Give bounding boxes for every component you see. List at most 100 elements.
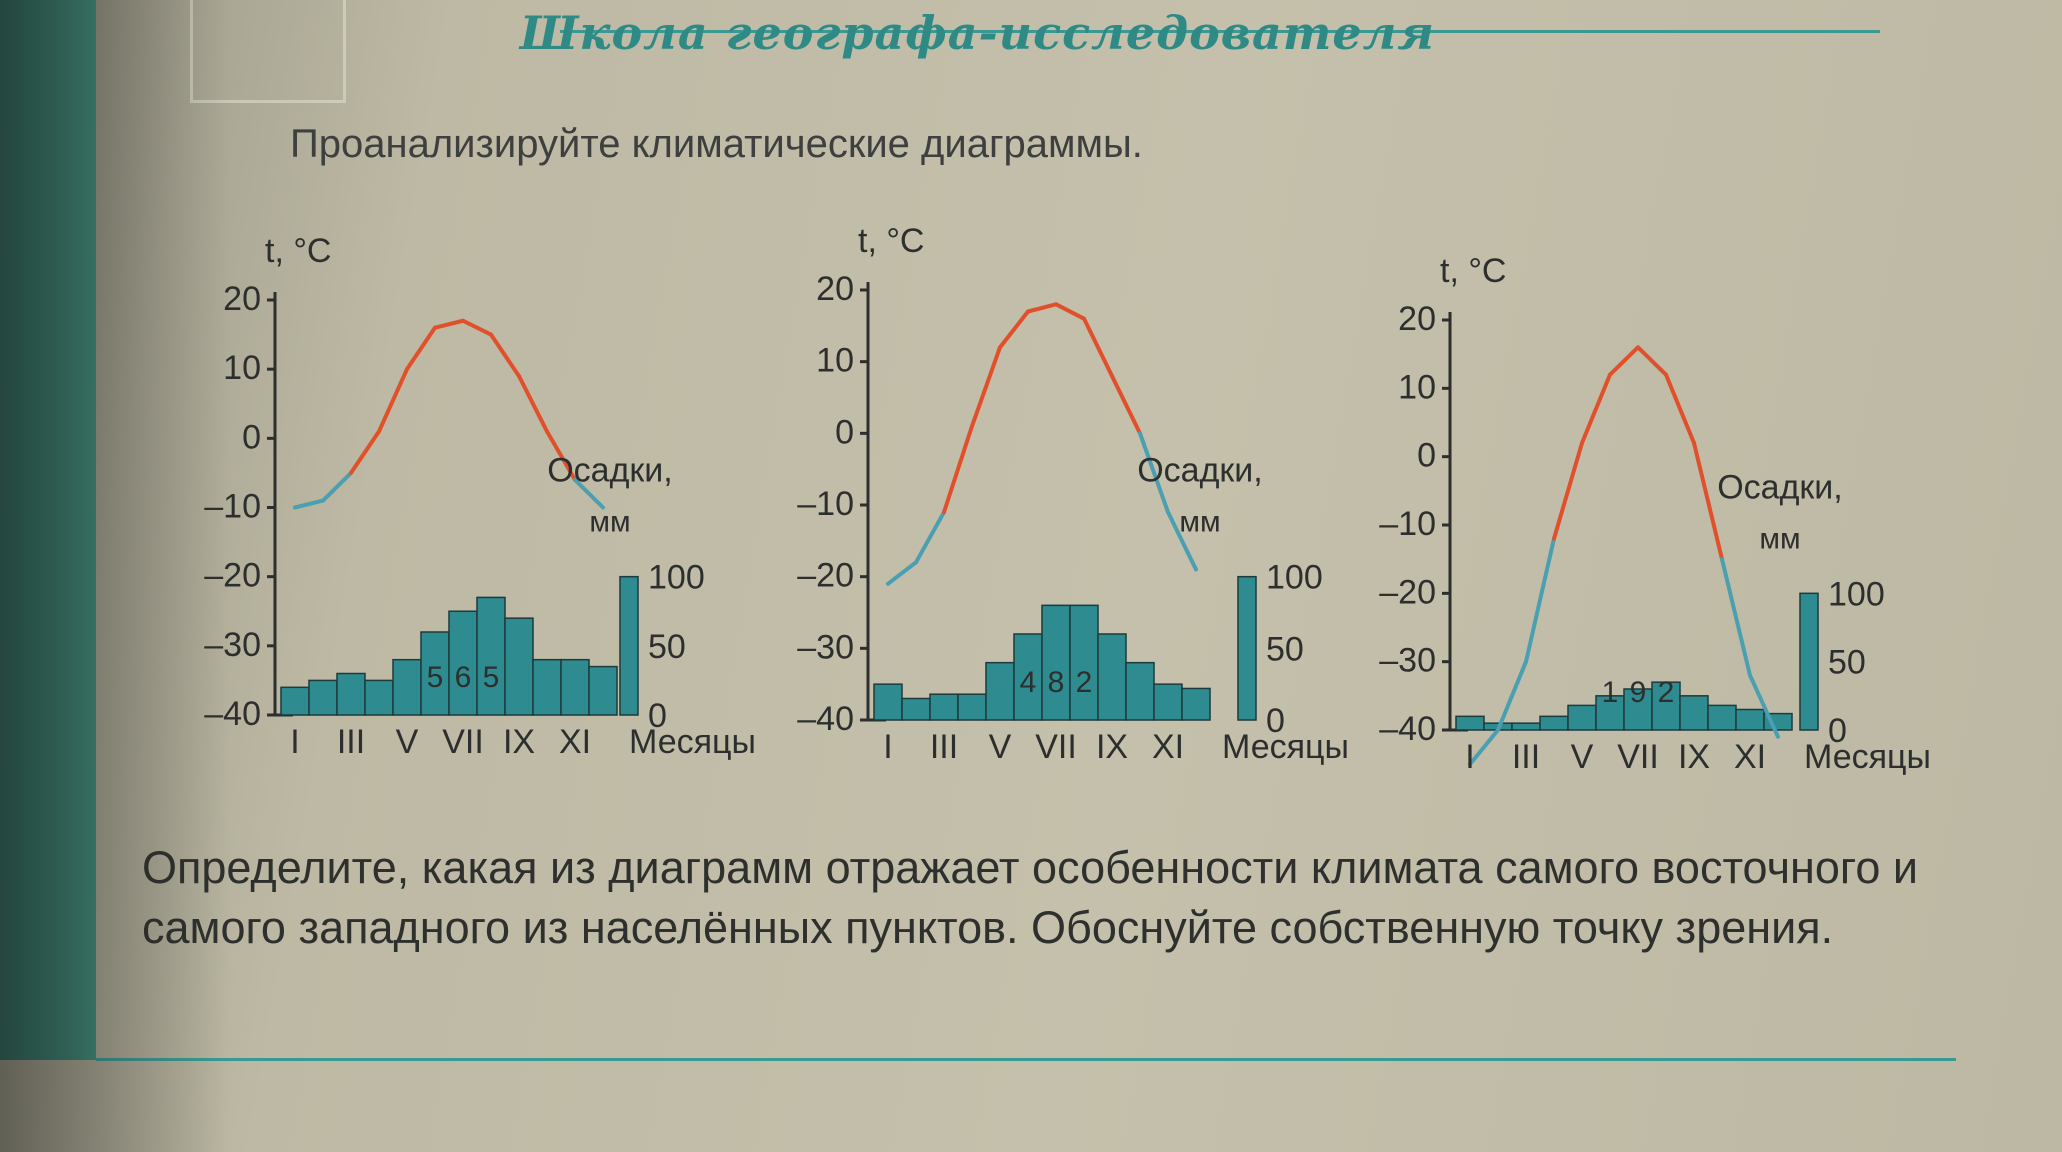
x-tick-label: VII: [442, 723, 484, 761]
precipitation-axis-label: Осадки,: [1137, 452, 1263, 490]
y2-tick-label: 0: [1266, 702, 1285, 740]
temperature-curve-segment: [573, 477, 605, 510]
y-tick-label: 20: [1398, 300, 1436, 338]
header-rule: [560, 30, 1880, 33]
x-tick-label: XI: [559, 723, 591, 761]
y2-tick-label: 100: [648, 559, 705, 597]
precipitation-bar: [1181, 687, 1211, 721]
precipitation-bar: [1455, 715, 1485, 731]
precipitation-bar: [1735, 708, 1765, 731]
question-text: Определите, какая из диаграмм отражает о…: [142, 842, 1919, 953]
precipitation-axis-unit: мм: [1759, 522, 1800, 555]
precipitation-bar: [1595, 695, 1625, 731]
precipitation-bar: [1069, 604, 1099, 721]
precipitation-bar: [1041, 604, 1071, 721]
precipitation-total-digit: 5: [427, 661, 444, 694]
x-axis-label: Месяцы: [1222, 728, 1349, 766]
y-tick-label: –30: [1379, 642, 1436, 680]
precipitation-axis-label: Осадки,: [547, 452, 673, 490]
temperature-curve-segment: [1720, 557, 1752, 678]
x-tick-label: V: [396, 723, 419, 761]
x-tick-label: I: [290, 723, 299, 761]
precipitation-bar: [392, 658, 422, 716]
y-tick-label: –10: [1379, 505, 1436, 543]
precipitation-bar: [308, 679, 338, 716]
precipitation-total-digit: 4: [1020, 666, 1037, 699]
x-tick-label: I: [1465, 738, 1474, 776]
precipitation-bar: [1125, 661, 1155, 721]
temperature-curve-segment: [1748, 673, 1780, 739]
x-tick-label: XI: [1152, 728, 1184, 766]
x-tick-label: VII: [1035, 728, 1077, 766]
precipitation-scale-bar: [619, 575, 639, 716]
y-tick-label: –20: [1379, 573, 1436, 611]
precipitation-bar: [560, 658, 590, 716]
precipitation-total-digit: 1: [1602, 676, 1619, 709]
precipitation-scale-bar: [1799, 592, 1819, 731]
precipitation-bar: [1651, 681, 1681, 731]
page-shadow: [0, 0, 230, 1152]
y2-tick-label: 100: [1266, 559, 1323, 597]
precipitation-bar: [476, 596, 506, 716]
y2-tick-label: 0: [648, 697, 667, 735]
bottom-rule: [96, 1058, 1956, 1061]
precipitation-bar: [280, 686, 310, 716]
temperature-curve-segment: [1524, 536, 1556, 664]
x-tick-label: V: [989, 728, 1012, 766]
precipitation-bar: [1511, 722, 1541, 731]
temperature-curve-segment: [433, 318, 465, 330]
x-tick-label: IX: [1096, 728, 1128, 766]
precipitation-bar: [504, 617, 534, 716]
y-tick-label: –20: [797, 557, 854, 595]
y-tick-label: 0: [1417, 437, 1436, 475]
y-tick-label: 0: [242, 418, 261, 456]
x-tick-label: XI: [1734, 738, 1766, 776]
y2-tick-label: 50: [648, 628, 686, 666]
y2-tick-label: 0: [1828, 712, 1847, 750]
temperature-curve-segment: [1054, 302, 1086, 321]
y-tick-label: 10: [816, 342, 854, 380]
precipitation-bar: [873, 683, 903, 721]
temperature-curve-segment: [1138, 431, 1170, 515]
temperature-curve-segment: [321, 470, 353, 503]
temperature-curve-segment: [489, 332, 521, 379]
x-tick-label: III: [1512, 738, 1540, 776]
temperature-curve-segment: [517, 374, 549, 434]
precipitation-bar: [1567, 704, 1597, 731]
precipitation-bar: [588, 665, 618, 716]
x-axis-label: Месяцы: [629, 723, 756, 761]
y-axis-label: t, °C: [1440, 252, 1507, 290]
precipitation-bar: [1539, 715, 1569, 731]
temperature-curve-segment: [349, 429, 381, 475]
x-tick-label: III: [337, 723, 365, 761]
temperature-curve-segment: [1580, 372, 1612, 445]
precipitation-bar: [985, 661, 1015, 721]
y-tick-label: 20: [816, 270, 854, 308]
precipitation-total-digit: 2: [1076, 666, 1093, 699]
temperature-curve-segment: [461, 318, 493, 337]
precipitation-bar: [1153, 683, 1183, 721]
x-tick-label: V: [1571, 738, 1594, 776]
temperature-curve-segment: [914, 510, 946, 565]
temperature-curve-segment: [545, 429, 577, 482]
temperature-curve-segment: [1496, 659, 1528, 732]
y-tick-label: 0: [835, 413, 854, 451]
x-tick-label: I: [883, 728, 892, 766]
temperature-curve-segment: [1026, 302, 1058, 314]
y-axis-label: t, °C: [858, 222, 925, 260]
precipitation-total-digit: 5: [483, 661, 500, 694]
precipitation-bar: [448, 610, 478, 716]
temperature-curve-segment: [1664, 372, 1696, 445]
precipitation-bar: [364, 679, 394, 716]
temperature-curve-segment: [886, 560, 918, 586]
temperature-curve-segment: [942, 424, 974, 515]
task-intro: Проанализируйте климатические диаграммы.: [290, 122, 1143, 166]
precipitation-scale-bar: [1237, 575, 1257, 721]
y-tick-label: –10: [797, 485, 854, 523]
precipitation-axis-unit: мм: [589, 506, 630, 539]
y-tick-label: –30: [797, 628, 854, 666]
precipitation-bar: [1679, 695, 1709, 731]
